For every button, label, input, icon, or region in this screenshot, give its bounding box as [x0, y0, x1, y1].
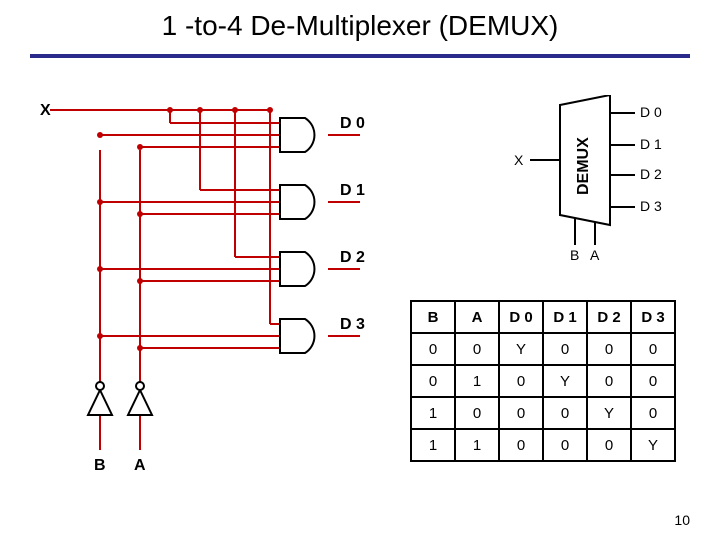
svg-text:D 0: D 0	[340, 115, 365, 132]
demux-input-label: X	[514, 152, 524, 168]
table-cell: 1	[455, 429, 499, 461]
table-cell: Y	[587, 397, 631, 429]
svg-text:A: A	[590, 247, 600, 263]
table-cell: 0	[587, 365, 631, 397]
table-row: 11000Y	[411, 429, 675, 461]
table-cell: Y	[543, 365, 587, 397]
title-underline	[30, 54, 690, 58]
truth-header-row: B A D 0 D 1 D 2 D 3	[411, 301, 675, 333]
svg-text:B: B	[94, 457, 106, 474]
table-row: 00Y000	[411, 333, 675, 365]
svg-text:DEMUX: DEMUX	[575, 137, 592, 195]
th-A: A	[455, 301, 499, 333]
table-row: 010Y00	[411, 365, 675, 397]
table-cell: 0	[411, 365, 455, 397]
table-cell: 0	[543, 429, 587, 461]
svg-text:D 3: D 3	[640, 198, 662, 214]
truth-body: 00Y000010Y001000Y011000Y	[411, 333, 675, 461]
table-cell: 1	[455, 365, 499, 397]
table-cell: 0	[587, 429, 631, 461]
demux-symbol: X D 0 D 1 D 2 D 3 B A DEMUX	[500, 95, 680, 265]
table-cell: 0	[631, 365, 675, 397]
th-B: B	[411, 301, 455, 333]
table-cell: 0	[631, 333, 675, 365]
table-cell: 0	[543, 333, 587, 365]
page-title: 1 -to-4 De-Multiplexer (DEMUX)	[0, 10, 720, 42]
svg-text:D 1: D 1	[340, 182, 365, 199]
svg-text:D 1: D 1	[640, 136, 662, 152]
truth-table: B A D 0 D 1 D 2 D 3 00Y000010Y001000Y011…	[410, 300, 676, 462]
th-D0: D 0	[499, 301, 543, 333]
table-cell: 0	[499, 365, 543, 397]
table-cell: 0	[455, 333, 499, 365]
table-cell: 0	[499, 429, 543, 461]
th-D2: D 2	[587, 301, 631, 333]
table-row: 1000Y0	[411, 397, 675, 429]
th-D1: D 1	[543, 301, 587, 333]
svg-text:D 2: D 2	[640, 166, 662, 182]
page-number: 10	[674, 512, 690, 528]
svg-text:X: X	[40, 102, 51, 119]
table-cell: 0	[543, 397, 587, 429]
circuit-diagram: X D 0 D 1 D 2 D 3 B A	[40, 90, 380, 490]
svg-text:B: B	[570, 247, 579, 263]
table-cell: 0	[455, 397, 499, 429]
svg-text:A: A	[134, 457, 146, 474]
table-cell: 0	[499, 397, 543, 429]
table-cell: 0	[631, 397, 675, 429]
svg-text:D 2: D 2	[340, 249, 365, 266]
svg-text:D 3: D 3	[340, 316, 365, 333]
table-cell: Y	[631, 429, 675, 461]
table-cell: 0	[411, 333, 455, 365]
table-cell: 1	[411, 397, 455, 429]
table-cell: Y	[499, 333, 543, 365]
svg-text:D 0: D 0	[640, 104, 662, 120]
table-cell: 1	[411, 429, 455, 461]
table-cell: 0	[587, 333, 631, 365]
th-D3: D 3	[631, 301, 675, 333]
